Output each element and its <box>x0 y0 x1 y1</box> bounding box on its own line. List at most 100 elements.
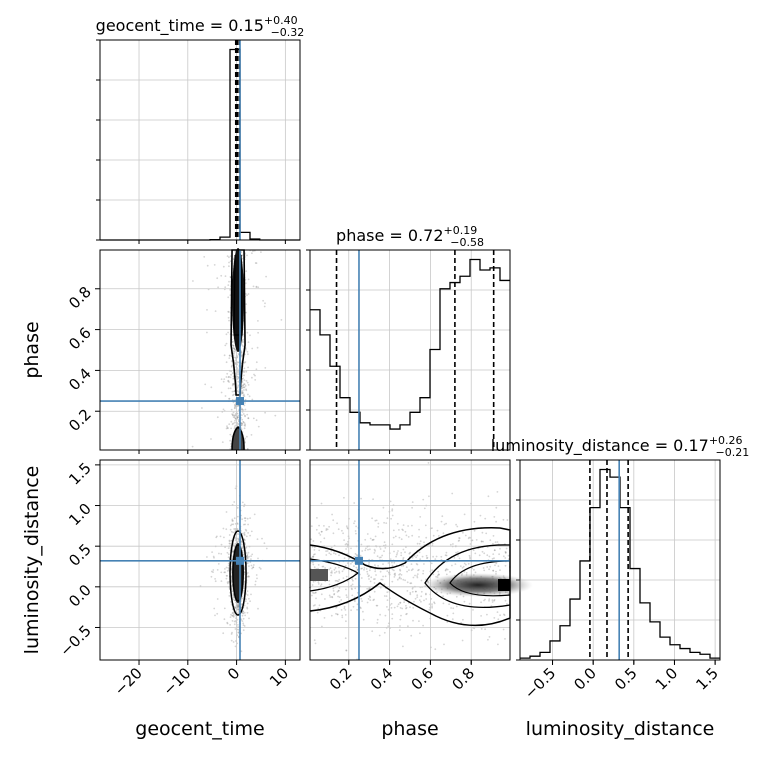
sample-point <box>445 551 448 554</box>
sample-point <box>386 606 388 608</box>
sample-point <box>231 612 234 615</box>
sample-point <box>253 513 256 516</box>
sample-point <box>399 568 401 571</box>
sample-point <box>402 529 404 532</box>
sample-point <box>246 590 249 592</box>
sample-point <box>242 413 245 415</box>
sample-point <box>371 630 374 633</box>
sample-point <box>228 265 230 268</box>
sample-point <box>354 577 357 580</box>
sample-point <box>428 495 430 498</box>
sample-point <box>377 522 380 525</box>
sample-point <box>244 441 246 443</box>
sample-point <box>376 604 379 607</box>
sample-point <box>372 538 375 541</box>
sample-point <box>499 569 501 571</box>
sample-point <box>224 395 227 397</box>
sample-point <box>328 552 331 555</box>
sample-point <box>416 542 419 545</box>
sample-point <box>234 522 237 525</box>
sample-point <box>234 424 237 427</box>
sample-point <box>226 621 229 624</box>
title-plus-error: +0.19 <box>444 224 478 237</box>
sample-point <box>334 579 337 582</box>
sample-point <box>342 577 345 579</box>
sample-point <box>362 618 365 621</box>
sample-point <box>233 427 236 430</box>
density-core <box>423 573 533 598</box>
sample-point <box>455 551 457 554</box>
sample-point <box>229 528 232 531</box>
sample-point <box>487 495 490 498</box>
sample-point <box>234 606 237 609</box>
sample-point <box>237 632 240 634</box>
sample-point <box>368 569 371 572</box>
sample-point <box>373 548 376 551</box>
sample-point <box>249 517 252 519</box>
sample-point <box>374 568 377 571</box>
density-peak <box>498 579 510 592</box>
sample-point <box>393 606 396 609</box>
sample-point <box>232 383 235 386</box>
sample-point <box>457 540 460 542</box>
sample-point <box>337 595 339 598</box>
sample-point <box>240 424 243 427</box>
sample-point <box>237 635 240 638</box>
sample-point <box>391 508 394 510</box>
sample-point <box>362 610 364 613</box>
sample-point <box>264 411 266 414</box>
sample-point <box>425 598 428 600</box>
sample-point <box>407 525 409 527</box>
sample-point <box>228 375 230 378</box>
sample-point <box>241 418 244 421</box>
sample-point <box>326 528 329 531</box>
sample-point <box>246 413 249 416</box>
sample-point <box>353 502 356 504</box>
sample-point <box>246 555 249 557</box>
sample-point <box>263 305 266 308</box>
sample-point <box>240 392 243 395</box>
sample-point <box>411 587 414 590</box>
sample-point <box>233 623 236 626</box>
sample-point <box>383 521 385 524</box>
sample-point <box>233 599 236 602</box>
sample-point <box>248 555 250 558</box>
sample-point <box>498 553 500 556</box>
sample-point <box>240 351 243 354</box>
sample-point <box>461 567 464 569</box>
sample-point <box>241 409 244 411</box>
sample-point <box>226 570 229 572</box>
sample-point <box>338 587 341 589</box>
sample-point <box>244 414 246 417</box>
sample-point <box>312 556 314 558</box>
sample-point <box>418 568 420 571</box>
sample-point <box>230 539 233 542</box>
sample-point <box>488 568 490 571</box>
sample-point <box>234 406 236 409</box>
sample-point <box>431 527 433 529</box>
sample-point <box>234 418 237 420</box>
sample-point <box>398 573 400 576</box>
sample-point <box>387 625 390 627</box>
sample-point <box>244 282 247 284</box>
sample-point <box>228 357 231 359</box>
sample-point <box>229 542 232 545</box>
sample-point <box>379 570 382 573</box>
sample-point <box>409 593 412 596</box>
sample-point <box>229 624 232 626</box>
sample-point <box>232 340 234 343</box>
sample-point <box>488 599 490 602</box>
sample-point <box>245 546 248 549</box>
sample-point <box>227 567 230 569</box>
sample-point <box>242 421 245 423</box>
sample-point <box>391 543 394 546</box>
sample-point <box>463 570 466 573</box>
sample-point <box>402 564 405 567</box>
sample-point <box>242 345 245 348</box>
sample-point <box>234 487 237 490</box>
sample-point <box>382 575 384 578</box>
sample-point <box>242 624 245 626</box>
panel-frame <box>309 459 511 661</box>
sample-point <box>383 583 386 586</box>
sample-point <box>402 556 405 559</box>
